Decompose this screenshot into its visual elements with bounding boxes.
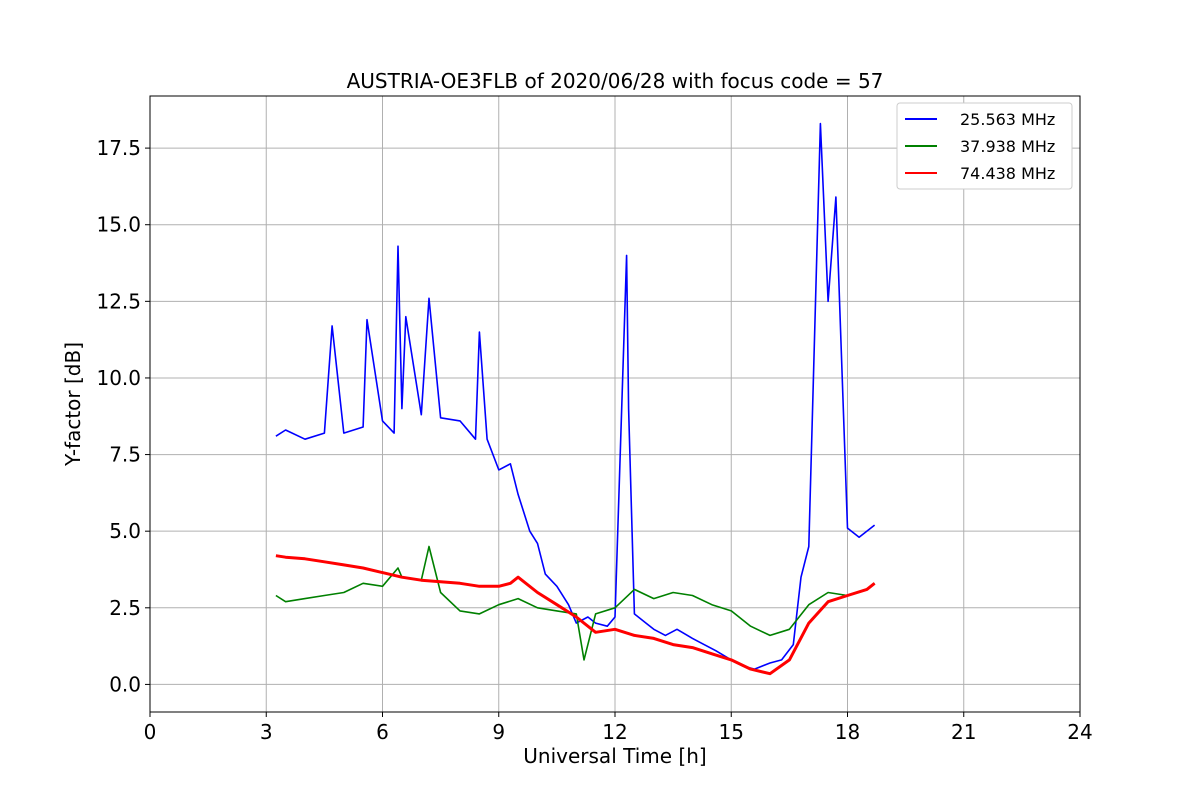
x-tick-label: 9 <box>492 720 505 744</box>
legend-label-25563: 25.563 MHz <box>960 110 1055 129</box>
y-tick-label: 17.5 <box>96 136 141 160</box>
legend: 25.563 MHz 37.938 MHz 74.438 MHz <box>896 102 1073 190</box>
x-tick-label: 3 <box>260 720 273 744</box>
x-axis-label: Universal Time [h] <box>523 744 706 768</box>
y-tick-label: 2.5 <box>109 596 141 620</box>
x-tick-label: 12 <box>602 720 627 744</box>
legend-label-37938: 37.938 MHz <box>960 137 1055 156</box>
x-tick-label: 24 <box>1067 720 1092 744</box>
y-tick-label: 12.5 <box>96 289 141 313</box>
x-tick-label: 15 <box>719 720 744 744</box>
series-line-0 <box>275 122 876 670</box>
y-tick-label: 0.0 <box>109 672 141 696</box>
plot-series <box>275 122 876 676</box>
x-tick-label: 0 <box>144 720 157 744</box>
legend-label-74438: 74.438 MHz <box>960 164 1055 183</box>
x-tick-label: 6 <box>376 720 389 744</box>
x-tick-label: 21 <box>951 720 976 744</box>
y-tick-label: 10.0 <box>96 366 141 390</box>
axis-ticks: 0 3 6 9 12 15 18 21 24 0.0 2.5 5.0 7.5 10.0 12.5 15.0 17… <box>96 136 1092 744</box>
y-tick-label: 7.5 <box>109 443 141 467</box>
y-axis-label: Y-factor [dB] <box>61 342 85 467</box>
chart-title: AUSTRIA-OE3FLB of 2020/06/28 with focus … <box>347 69 884 93</box>
series-line-2 <box>275 554 876 676</box>
legend-box <box>896 102 1073 190</box>
y-tick-label: 5.0 <box>109 519 141 543</box>
x-tick-label: 18 <box>835 720 860 744</box>
y-tick-label: 15.0 <box>96 213 141 237</box>
